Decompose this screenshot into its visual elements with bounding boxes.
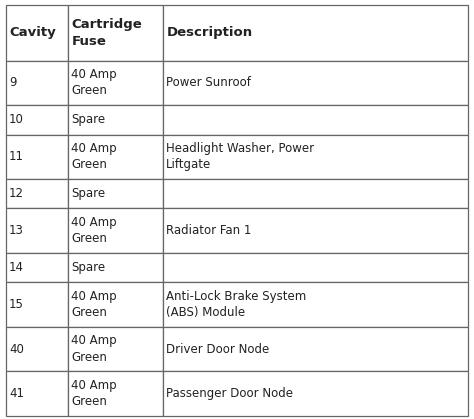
Bar <box>6 253 68 282</box>
Bar <box>6 327 68 371</box>
Text: Anti-Lock Brake System
(ABS) Module: Anti-Lock Brake System (ABS) Module <box>166 290 307 319</box>
Text: Spare: Spare <box>72 261 106 274</box>
Bar <box>68 253 163 282</box>
Bar <box>6 105 68 134</box>
Text: Description: Description <box>166 26 253 39</box>
Bar <box>68 371 163 416</box>
Text: Cartridge
Fuse: Cartridge Fuse <box>72 18 142 47</box>
Bar <box>163 253 468 282</box>
Bar <box>68 105 163 134</box>
Bar <box>68 282 163 327</box>
Text: 40 Amp
Green: 40 Amp Green <box>72 379 117 408</box>
Bar <box>68 179 163 209</box>
Bar <box>163 134 468 179</box>
Text: 14: 14 <box>9 261 24 274</box>
Bar <box>68 134 163 179</box>
Text: 41: 41 <box>9 387 24 400</box>
Text: Passenger Door Node: Passenger Door Node <box>166 387 293 400</box>
Bar <box>163 179 468 209</box>
Bar <box>163 282 468 327</box>
Text: 9: 9 <box>9 76 17 89</box>
Bar <box>163 5 468 60</box>
Text: 40 Amp
Green: 40 Amp Green <box>72 334 117 364</box>
Bar <box>6 209 68 253</box>
Bar <box>163 105 468 134</box>
Text: 40 Amp
Green: 40 Amp Green <box>72 290 117 319</box>
Text: 11: 11 <box>9 150 24 163</box>
Bar <box>163 371 468 416</box>
Text: 10: 10 <box>9 113 24 126</box>
Bar <box>6 371 68 416</box>
Text: 15: 15 <box>9 298 24 311</box>
Text: Spare: Spare <box>72 113 106 126</box>
Text: 13: 13 <box>9 224 24 237</box>
Text: 12: 12 <box>9 187 24 200</box>
Text: Headlight Washer, Power
Liftgate: Headlight Washer, Power Liftgate <box>166 142 314 171</box>
Text: 40 Amp
Green: 40 Amp Green <box>72 216 117 246</box>
Bar <box>68 327 163 371</box>
Bar <box>6 282 68 327</box>
Bar <box>6 134 68 179</box>
Bar <box>6 60 68 105</box>
Text: 40 Amp
Green: 40 Amp Green <box>72 142 117 171</box>
Bar <box>68 5 163 60</box>
Text: 40: 40 <box>9 343 24 356</box>
Bar <box>163 327 468 371</box>
Bar <box>6 5 68 60</box>
Text: Driver Door Node: Driver Door Node <box>166 343 270 356</box>
Bar <box>6 179 68 209</box>
Text: Power Sunroof: Power Sunroof <box>166 76 251 89</box>
Text: Cavity: Cavity <box>9 26 56 39</box>
Text: 40 Amp
Green: 40 Amp Green <box>72 68 117 98</box>
Bar <box>163 209 468 253</box>
Text: Radiator Fan 1: Radiator Fan 1 <box>166 224 252 237</box>
Bar <box>163 60 468 105</box>
Bar <box>68 60 163 105</box>
Bar <box>68 209 163 253</box>
Text: Spare: Spare <box>72 187 106 200</box>
